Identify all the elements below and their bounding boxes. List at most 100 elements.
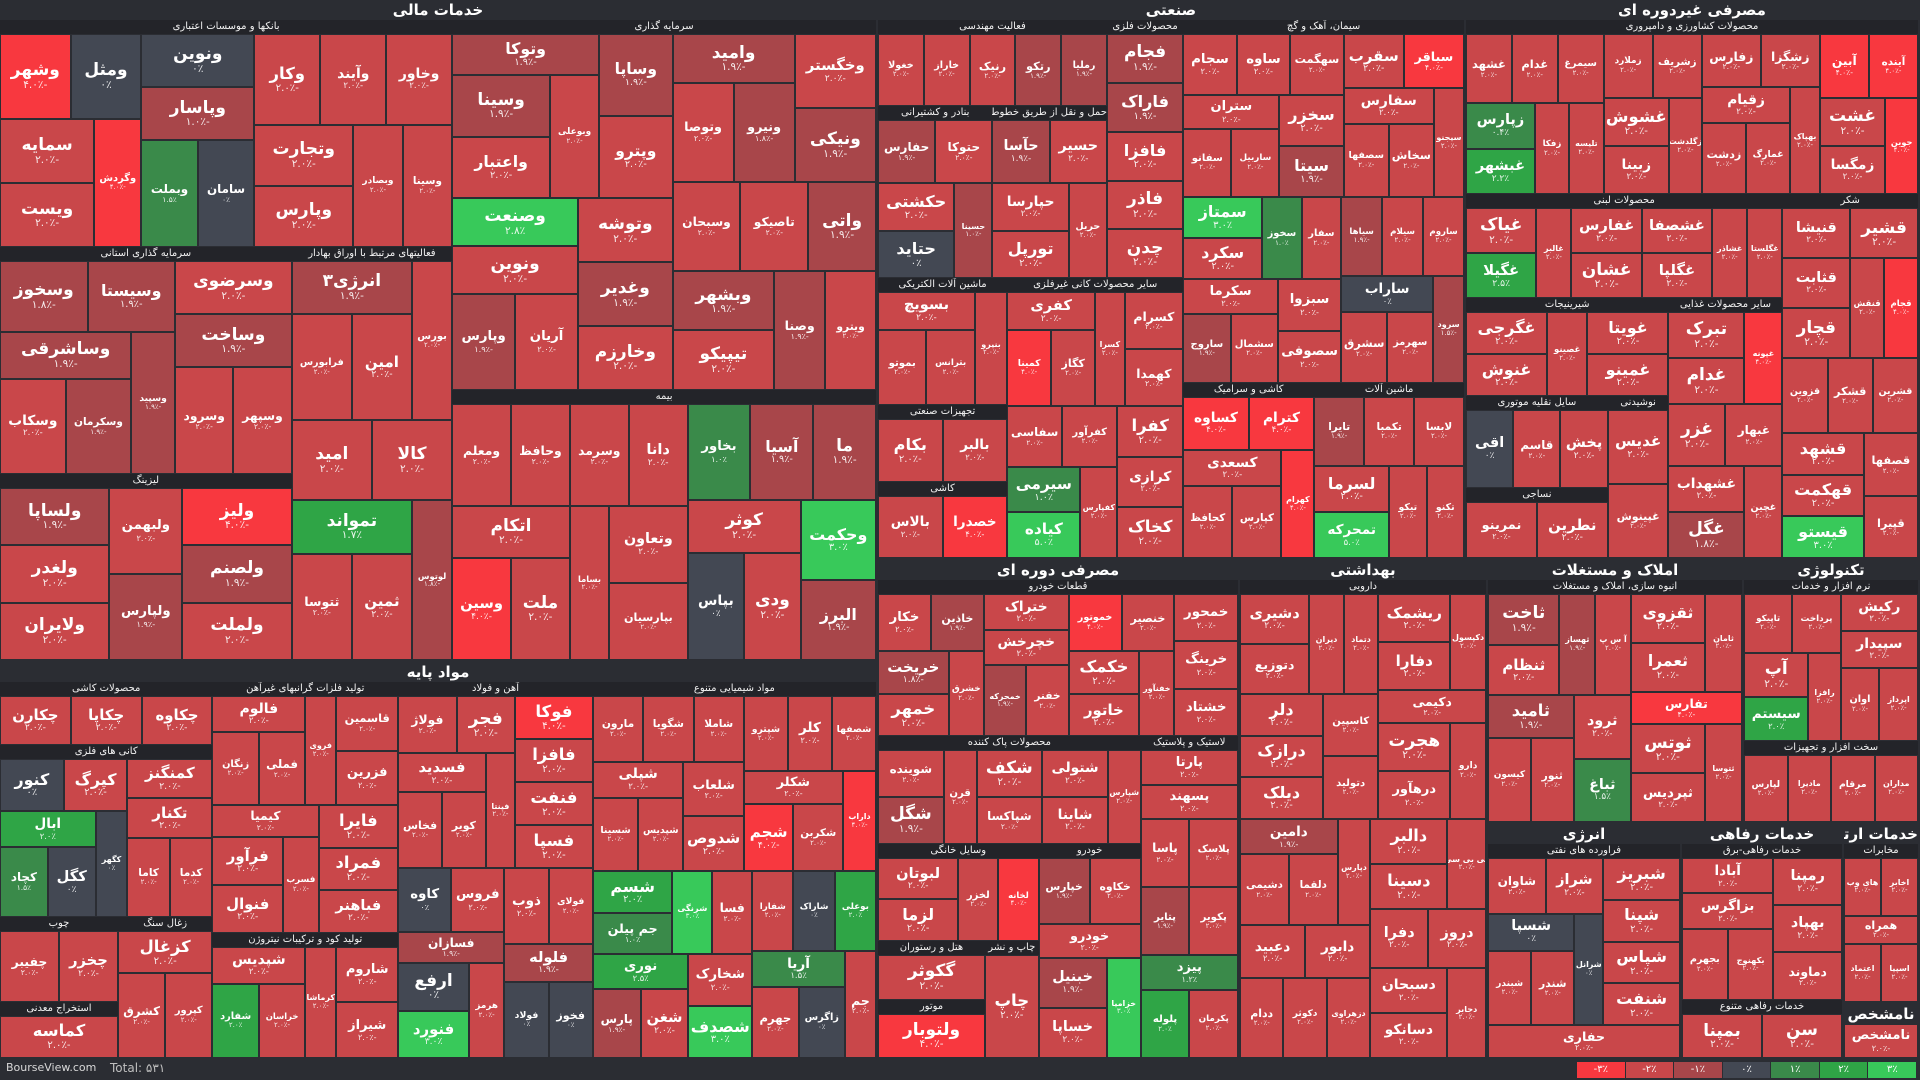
stock-cell[interactable]: سصفها -۲.۰٪ bbox=[1343, 124, 1389, 197]
stock-cell[interactable]: قرن -۲.۰٪ bbox=[943, 750, 977, 844]
stock-cell[interactable]: فوکا -۴.۰٪ bbox=[514, 696, 593, 740]
stock-cell[interactable]: قصفها -۲.۰٪ bbox=[1863, 433, 1918, 496]
stock-cell[interactable]: کپرگ -۲.۰٪ bbox=[63, 758, 128, 812]
stock-cell[interactable]: امید -۲.۰٪ bbox=[291, 420, 372, 501]
stock-cell[interactable]: البرز -۱.۹٪ bbox=[800, 579, 876, 660]
stock-cell[interactable]: ثاخت -۱.۹٪ bbox=[1488, 594, 1560, 645]
stock-cell[interactable]: دکپسول -۲.۰٪ bbox=[1450, 594, 1486, 691]
stock-cell[interactable]: ثوتس -۲.۰٪ bbox=[1630, 724, 1705, 774]
stock-cell[interactable]: آریا ۱.۵٪ bbox=[752, 951, 846, 987]
stock-cell[interactable]: وساشرقی -۱.۹٪ bbox=[0, 331, 132, 380]
stock-cell[interactable]: غگلستا -۲.۰٪ bbox=[1747, 208, 1783, 299]
stock-cell[interactable]: خاتور -۲.۰٪ bbox=[1068, 693, 1140, 737]
stock-cell[interactable]: زمگسا -۲.۰٪ bbox=[1819, 146, 1886, 195]
stock-cell[interactable]: غپونه -۴.۰٪ bbox=[1744, 312, 1783, 405]
stock-cell[interactable]: خنصیر -۲.۰٪ bbox=[1121, 594, 1175, 651]
stock-cell[interactable]: تفارس -۴.۰٪ bbox=[1630, 691, 1742, 725]
stock-cell[interactable]: شکلر -۲.۰٪ bbox=[743, 771, 843, 805]
stock-cell[interactable]: فسا -۲.۰٪ bbox=[712, 871, 753, 955]
stock-cell[interactable]: نامشخص -۲.۰٪ bbox=[1844, 1024, 1918, 1058]
stock-cell[interactable]: وکار -۲.۰٪ bbox=[254, 34, 321, 126]
stock-cell[interactable]: فاذر -۲.۰٪ bbox=[1106, 180, 1184, 230]
stock-cell[interactable]: وبوعلی -۲.۰٪ bbox=[550, 75, 600, 199]
stock-cell[interactable]: سجام -۲.۰٪ bbox=[1183, 34, 1237, 95]
stock-cell[interactable]: دیران -۲.۰٪ bbox=[1309, 594, 1344, 694]
stock-cell[interactable]: آپ -۲.۰٪ bbox=[1744, 652, 1809, 698]
stock-cell[interactable]: شگل -۱.۹٪ bbox=[878, 797, 944, 844]
stock-cell[interactable]: خپارس -۱.۹٪ bbox=[1038, 857, 1090, 925]
stock-cell[interactable]: زبینا -۲.۰٪ bbox=[1603, 146, 1670, 195]
stock-cell[interactable]: قهکمت -۲.۰٪ bbox=[1782, 474, 1864, 517]
stock-cell[interactable]: سقرب -۲.۰٪ bbox=[1343, 34, 1404, 89]
stock-cell[interactable]: بوعلی ۲.۰٪ bbox=[834, 871, 876, 952]
stock-cell[interactable]: فجر -۲.۰٪ bbox=[456, 696, 515, 754]
stock-cell[interactable]: ولایران -۲.۰٪ bbox=[0, 602, 110, 660]
stock-cell[interactable]: دتولید -۲.۰٪ bbox=[1323, 756, 1379, 819]
stock-cell[interactable]: تلیسه -۲.۰٪ bbox=[1569, 102, 1604, 195]
stock-cell[interactable]: ددام -۲.۰٪ bbox=[1240, 978, 1284, 1058]
stock-cell[interactable]: سفار -۲.۰٪ bbox=[1301, 196, 1342, 280]
stock-cell[interactable]: کپارس -۲.۰٪ bbox=[1232, 486, 1282, 558]
stock-cell[interactable]: ثتوسا -۲.۰٪ bbox=[291, 553, 352, 660]
stock-cell[interactable]: ولصنم -۱.۹٪ bbox=[182, 545, 292, 603]
stock-cell[interactable]: نوری ۲.۵٪ bbox=[592, 954, 689, 989]
stock-cell[interactable]: داراب -۴.۰٪ bbox=[842, 771, 876, 872]
stock-cell[interactable]: وپاسار -۱.۰٪ bbox=[141, 87, 255, 141]
stock-cell[interactable]: وسپهر -۲.۰٪ bbox=[233, 367, 292, 474]
stock-cell[interactable]: ثنور -۲.۰٪ bbox=[1530, 737, 1574, 822]
stock-cell[interactable]: کفرآور -۲.۰٪ bbox=[1062, 406, 1118, 467]
stock-cell[interactable]: دپارس -۲.۰٪ bbox=[1337, 818, 1371, 926]
stock-cell[interactable]: خساپا -۲.۰٪ bbox=[1038, 1007, 1107, 1058]
stock-cell[interactable]: شصدف ۳.۰٪ bbox=[688, 1006, 753, 1058]
stock-cell[interactable]: آبین -۴.۰٪ bbox=[1819, 34, 1869, 99]
stock-cell[interactable]: فسدید -۲.۰٪ bbox=[398, 753, 486, 792]
stock-cell[interactable]: کی بی سی-۲.۰٪ bbox=[1447, 818, 1486, 909]
stock-cell[interactable]: ثباغ ۱.۵٪ bbox=[1573, 758, 1631, 822]
stock-cell[interactable]: شوینده -۲.۰٪ bbox=[878, 750, 944, 798]
stock-cell[interactable]: پلوله ۲.۰٪ bbox=[1140, 989, 1190, 1058]
stock-cell[interactable]: سخزر -۲.۰٪ bbox=[1279, 94, 1344, 146]
stock-cell[interactable]: سیاها -۱.۹٪ bbox=[1341, 196, 1383, 277]
stock-cell[interactable]: وخارزم -۲.۰٪ bbox=[578, 325, 673, 390]
stock-cell[interactable]: پلاسک -۲.۰٪ bbox=[1189, 818, 1238, 888]
stock-cell[interactable]: خصدرا -۴.۰٪ bbox=[942, 495, 1008, 558]
stock-cell[interactable]: شپنا -۲.۰٪ bbox=[1603, 899, 1680, 942]
stock-cell[interactable]: غنوش -۲.۰٪ bbox=[1466, 354, 1547, 396]
stock-cell[interactable]: دشیمی -۲.۰٪ bbox=[1240, 854, 1289, 926]
stock-cell[interactable]: کهرام -۴.۰٪ bbox=[1281, 450, 1315, 558]
stock-cell[interactable]: غمارگ -۲.۰٪ bbox=[1746, 123, 1791, 195]
stock-cell[interactable]: پاسا -۲.۰٪ bbox=[1140, 818, 1190, 888]
stock-cell[interactable]: کساوه -۴.۰٪ bbox=[1183, 396, 1249, 451]
stock-cell[interactable]: سفارس -۲.۰٪ bbox=[1343, 88, 1434, 125]
stock-cell[interactable]: شندر -۲.۰٪ bbox=[1531, 950, 1575, 1026]
stock-cell[interactable]: کاما -۲.۰٪ bbox=[127, 837, 170, 917]
stock-cell[interactable]: خمحرکه -۱.۹٪ bbox=[983, 665, 1027, 737]
stock-cell[interactable]: فرآور -۲.۰٪ bbox=[212, 837, 284, 885]
stock-cell[interactable]: وصنعت ۲.۸٪ bbox=[452, 198, 579, 247]
stock-cell[interactable]: زقیام -۲.۰٪ bbox=[1701, 87, 1791, 124]
stock-cell[interactable]: چکارن -۲.۰٪ bbox=[0, 696, 71, 745]
stock-cell[interactable]: لابسا -۲.۰٪ bbox=[1414, 396, 1464, 466]
stock-cell[interactable]: زفارس -۲.۰٪ bbox=[1701, 34, 1761, 88]
stock-cell[interactable]: واتی -۱.۹٪ bbox=[808, 182, 876, 272]
stock-cell[interactable]: رملیا -۱.۹٪ bbox=[1061, 34, 1107, 107]
stock-cell[interactable]: سکرما -۲.۰٪ bbox=[1183, 279, 1278, 314]
stock-cell[interactable]: ذوب -۲.۰٪ bbox=[504, 868, 549, 945]
stock-cell[interactable]: شفارد ۲.۰٪ bbox=[212, 983, 259, 1058]
stock-cell[interactable]: حسیر -۲.۰٪ bbox=[1049, 120, 1107, 184]
stock-cell[interactable]: فسرب -۲.۰٪ bbox=[283, 837, 319, 933]
stock-cell[interactable]: غشان -۲.۰٪ bbox=[1571, 253, 1642, 299]
stock-cell[interactable]: وساپا -۱.۹٪ bbox=[599, 34, 673, 117]
stock-cell[interactable]: شرنگی ۳.۰٪ bbox=[672, 871, 713, 955]
stock-cell[interactable]: بپاس ۰٪ bbox=[687, 553, 745, 660]
stock-cell[interactable]: وشهر -۴.۰٪ bbox=[0, 34, 71, 120]
stock-cell[interactable]: حکشتی -۲.۰٪ bbox=[878, 183, 955, 231]
stock-cell[interactable]: بکام -۲.۰٪ bbox=[878, 419, 943, 482]
stock-cell[interactable]: کماسه -۲.۰٪ bbox=[0, 1015, 118, 1058]
stock-cell[interactable]: نطرین -۲.۰٪ bbox=[1536, 502, 1608, 558]
stock-cell[interactable]: پخش -۲.۰٪ bbox=[1560, 409, 1608, 489]
stock-cell[interactable]: کوثر -۲.۰٪ bbox=[687, 499, 801, 554]
stock-cell[interactable]: بهپاک -۲.۰٪ bbox=[1790, 87, 1820, 195]
stock-cell[interactable]: ثرود -۲.۰٪ bbox=[1573, 695, 1631, 759]
stock-cell[interactable]: حتاید ۰٪ bbox=[878, 230, 955, 279]
